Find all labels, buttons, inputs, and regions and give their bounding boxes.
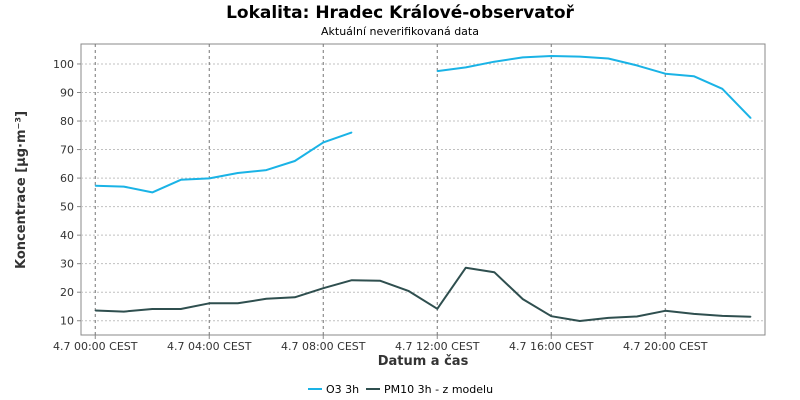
data-point-pm10-3h-z-modelu xyxy=(294,296,296,298)
data-point-o3-3h xyxy=(693,75,695,77)
legend-label-o3-3h: O3 3h xyxy=(326,383,359,396)
data-point-pm10-3h-z-modelu xyxy=(151,308,153,310)
y-tick-label: 70 xyxy=(60,144,74,157)
data-point-o3-3h xyxy=(465,66,467,68)
legend: O3 3h PM10 3h - z modelu xyxy=(308,383,493,396)
data-point-o3-3h xyxy=(237,172,239,174)
series-line-pm10-3h-z-modelu xyxy=(95,266,751,322)
data-point-o3-3h xyxy=(94,185,96,187)
x-tick-label: 4.7 04:00 CEST xyxy=(167,340,252,353)
x-axis-ticks: 4.7 00:00 CEST 4.7 04:00 CEST 4.7 08:00 CE… xyxy=(53,335,708,353)
data-point-pm10-3h-z-modelu xyxy=(208,302,210,304)
y-tick-label: 30 xyxy=(60,258,74,271)
data-point-pm10-3h-z-modelu xyxy=(123,311,125,313)
data-point-pm10-3h-z-modelu xyxy=(607,317,609,319)
data-point-pm10-3h-z-modelu xyxy=(522,298,524,300)
data-point-o3-3h xyxy=(180,179,182,181)
data-point-o3-3h xyxy=(265,169,267,171)
data-point-pm10-3h-z-modelu xyxy=(379,280,381,282)
series-line-o3-3h xyxy=(95,131,353,194)
data-point-pm10-3h-z-modelu xyxy=(322,287,324,289)
data-point-o3-3h xyxy=(750,117,752,119)
data-point-o3-3h xyxy=(607,57,609,60)
data-point-pm10-3h-z-modelu xyxy=(550,315,552,317)
data-point-o3-3h xyxy=(721,88,723,90)
x-tick-label: 4.7 20:00 CEST xyxy=(623,340,708,353)
data-point-o3-3h xyxy=(436,70,438,72)
data-point-pm10-3h-z-modelu xyxy=(579,320,581,322)
y-axis-label: Koncentrace [µg·m⁻³] xyxy=(14,111,29,269)
y-tick-label: 60 xyxy=(60,172,74,185)
y-tick-label: 10 xyxy=(60,315,74,328)
x-tick-label: 4.7 16:00 CEST xyxy=(509,340,594,353)
y-tick-label: 90 xyxy=(60,87,74,100)
y-axis-ticks: 10 20 30 40 50 60 70 80 90 100 xyxy=(53,58,81,328)
data-point-pm10-3h-z-modelu xyxy=(693,313,695,315)
data-point-o3-3h xyxy=(550,55,552,57)
x-tick-label: 4.7 00:00 CEST xyxy=(53,340,138,353)
data-point-o3-3h xyxy=(579,56,581,58)
y-tick-label: 80 xyxy=(60,115,74,128)
data-point-pm10-3h-z-modelu xyxy=(664,310,666,312)
data-point-pm10-3h-z-modelu xyxy=(94,309,96,312)
legend-label-pm10-3h-z-modelu: PM10 3h - z modelu xyxy=(384,383,493,396)
data-point-o3-3h xyxy=(493,61,495,63)
data-point-pm10-3h-z-modelu xyxy=(493,271,495,273)
x-tick-label: 4.7 12:00 CEST xyxy=(395,340,480,353)
data-point-pm10-3h-z-modelu xyxy=(237,302,239,304)
data-point-pm10-3h-z-modelu xyxy=(351,279,353,281)
data-point-o3-3h xyxy=(151,191,153,193)
data-point-pm10-3h-z-modelu xyxy=(465,267,467,269)
series-line-o3-3h xyxy=(437,55,752,119)
x-axis-label: Datum a čas xyxy=(378,354,469,369)
data-point-pm10-3h-z-modelu xyxy=(265,298,267,300)
data-point-o3-3h xyxy=(294,160,296,162)
y-tick-label: 40 xyxy=(60,229,74,242)
x-tick-label: 4.7 08:00 CEST xyxy=(281,340,366,353)
y-tick-label: 20 xyxy=(60,286,74,299)
data-point-o3-3h xyxy=(636,64,638,66)
y-tick-label: 100 xyxy=(53,58,74,71)
grid-lines xyxy=(81,44,765,335)
plot-area xyxy=(80,43,766,336)
chart-subtitle: Aktuální neverifikovaná data xyxy=(321,25,479,38)
y-tick-label: 50 xyxy=(60,201,74,214)
data-point-pm10-3h-z-modelu xyxy=(180,308,182,310)
chart-title: Lokalita: Hradec Králové-observatoř xyxy=(226,3,574,23)
data-point-pm10-3h-z-modelu xyxy=(408,290,410,292)
data-point-pm10-3h-z-modelu xyxy=(721,315,723,317)
data-point-o3-3h xyxy=(208,177,210,179)
data-point-o3-3h xyxy=(322,141,324,143)
data-point-pm10-3h-z-modelu xyxy=(636,315,638,318)
data-point-o3-3h xyxy=(664,73,666,75)
data-point-pm10-3h-z-modelu xyxy=(436,308,438,310)
series-lines xyxy=(94,55,752,322)
data-point-pm10-3h-z-modelu xyxy=(750,316,752,318)
data-point-o3-3h xyxy=(351,131,353,133)
data-point-o3-3h xyxy=(522,56,524,59)
data-point-o3-3h xyxy=(123,186,125,188)
